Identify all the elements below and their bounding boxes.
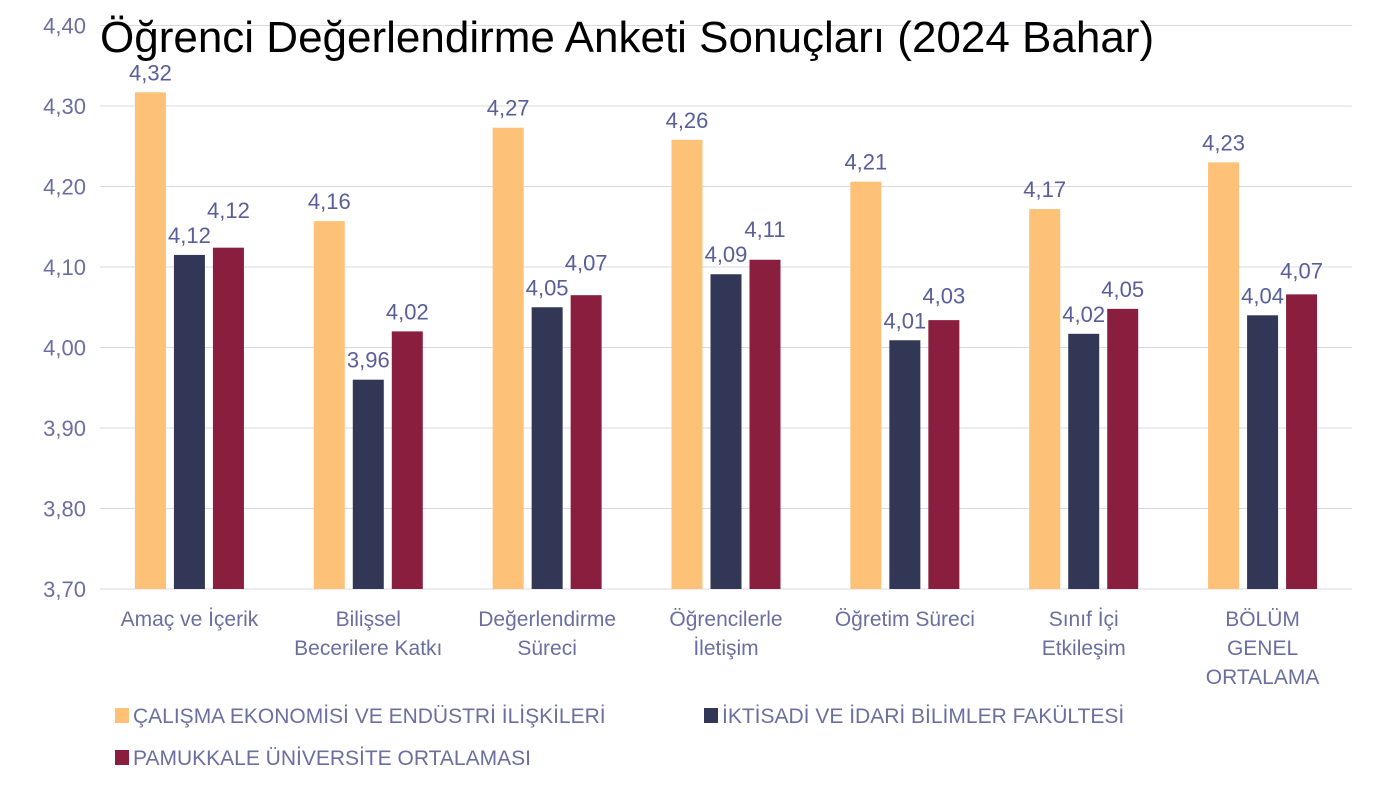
bar <box>889 340 921 589</box>
y-tick-label: 3,90 <box>43 416 86 441</box>
legend-swatch <box>704 708 718 723</box>
data-label: 4,27 <box>487 96 530 121</box>
data-label: 4,32 <box>129 60 172 85</box>
bar <box>1029 209 1061 590</box>
data-label: 4,12 <box>207 198 250 223</box>
bar <box>1068 333 1100 589</box>
x-tick-label: Değerlendirme <box>478 608 616 631</box>
data-label: 4,04 <box>1241 283 1284 308</box>
bar <box>492 127 524 590</box>
chart-title: Öğrenci Değerlendirme Anketi Sonuçları (… <box>100 13 1154 62</box>
data-label: 4,05 <box>1101 277 1144 302</box>
bar <box>391 331 423 589</box>
bar <box>1247 315 1279 589</box>
bar <box>173 254 205 590</box>
x-tick-label: BÖLÜM <box>1225 608 1300 631</box>
data-label: 4,02 <box>386 299 429 324</box>
bar <box>671 139 703 589</box>
x-tick-label: Öğretim Süreci <box>835 608 975 631</box>
y-tick-label: 4,10 <box>43 255 86 280</box>
bar <box>313 221 345 590</box>
legend-label: İKTİSADİ VE İDARİ BİLİMLER FAKÜLTESİ <box>722 705 1124 728</box>
bar <box>352 379 384 589</box>
y-tick-label: 4,00 <box>43 336 86 361</box>
data-label: 4,17 <box>1023 177 1066 202</box>
y-tick-label: 4,20 <box>43 175 86 200</box>
bar <box>749 259 781 589</box>
bar <box>570 295 602 589</box>
bar <box>1107 308 1139 589</box>
bar <box>1286 294 1318 589</box>
bar <box>134 92 166 589</box>
x-tick-label: Etkileşim <box>1042 637 1126 660</box>
legend-label: PAMUKKALE ÜNİVERSİTE ORTALAMASI <box>133 747 531 770</box>
data-label: 4,03 <box>922 283 965 308</box>
y-tick-label: 4,30 <box>43 94 86 119</box>
data-label: 4,23 <box>1202 130 1245 155</box>
x-tick-label: Becerilere Katkı <box>294 637 442 660</box>
data-label: 4,07 <box>1280 258 1323 283</box>
data-label: 4,12 <box>168 223 211 248</box>
y-tick-label: 4,40 <box>43 14 86 39</box>
bar <box>1208 162 1240 589</box>
data-label: 3,96 <box>347 348 390 373</box>
x-tick-label: Amaç ve İçerik <box>121 608 259 631</box>
data-label: 4,26 <box>666 108 709 133</box>
x-tick-label: Süreci <box>517 637 577 660</box>
bar <box>531 307 563 589</box>
y-tick-label: 3,70 <box>43 577 86 602</box>
bar <box>710 274 742 589</box>
bar <box>212 247 244 589</box>
x-tick-label: ORTALAMA <box>1206 666 1320 689</box>
data-label: 4,05 <box>526 275 569 300</box>
bar <box>850 181 882 590</box>
data-label: 4,11 <box>744 217 785 242</box>
data-label: 4,01 <box>883 308 926 333</box>
legend-swatch <box>115 750 129 765</box>
x-tick-label: GENEL <box>1227 637 1298 660</box>
legend-label: ÇALIŞMA EKONOMİSİ VE ENDÜSTRİ İLİŞKİLERİ <box>133 705 606 728</box>
x-tick-label: Bilişsel <box>336 608 401 631</box>
data-label: 4,21 <box>844 150 887 175</box>
legend-swatch <box>115 708 129 723</box>
data-label: 4,16 <box>308 189 351 214</box>
x-tick-label: Öğrencilerle <box>669 608 782 631</box>
bar <box>928 320 960 589</box>
y-tick-label: 3,80 <box>43 497 86 522</box>
data-label: 4,07 <box>565 250 608 275</box>
x-tick-label: İletişim <box>693 637 758 660</box>
x-tick-label: Sınıf İçi <box>1049 608 1119 631</box>
data-label: 4,09 <box>705 242 748 267</box>
data-label: 4,02 <box>1062 302 1105 327</box>
